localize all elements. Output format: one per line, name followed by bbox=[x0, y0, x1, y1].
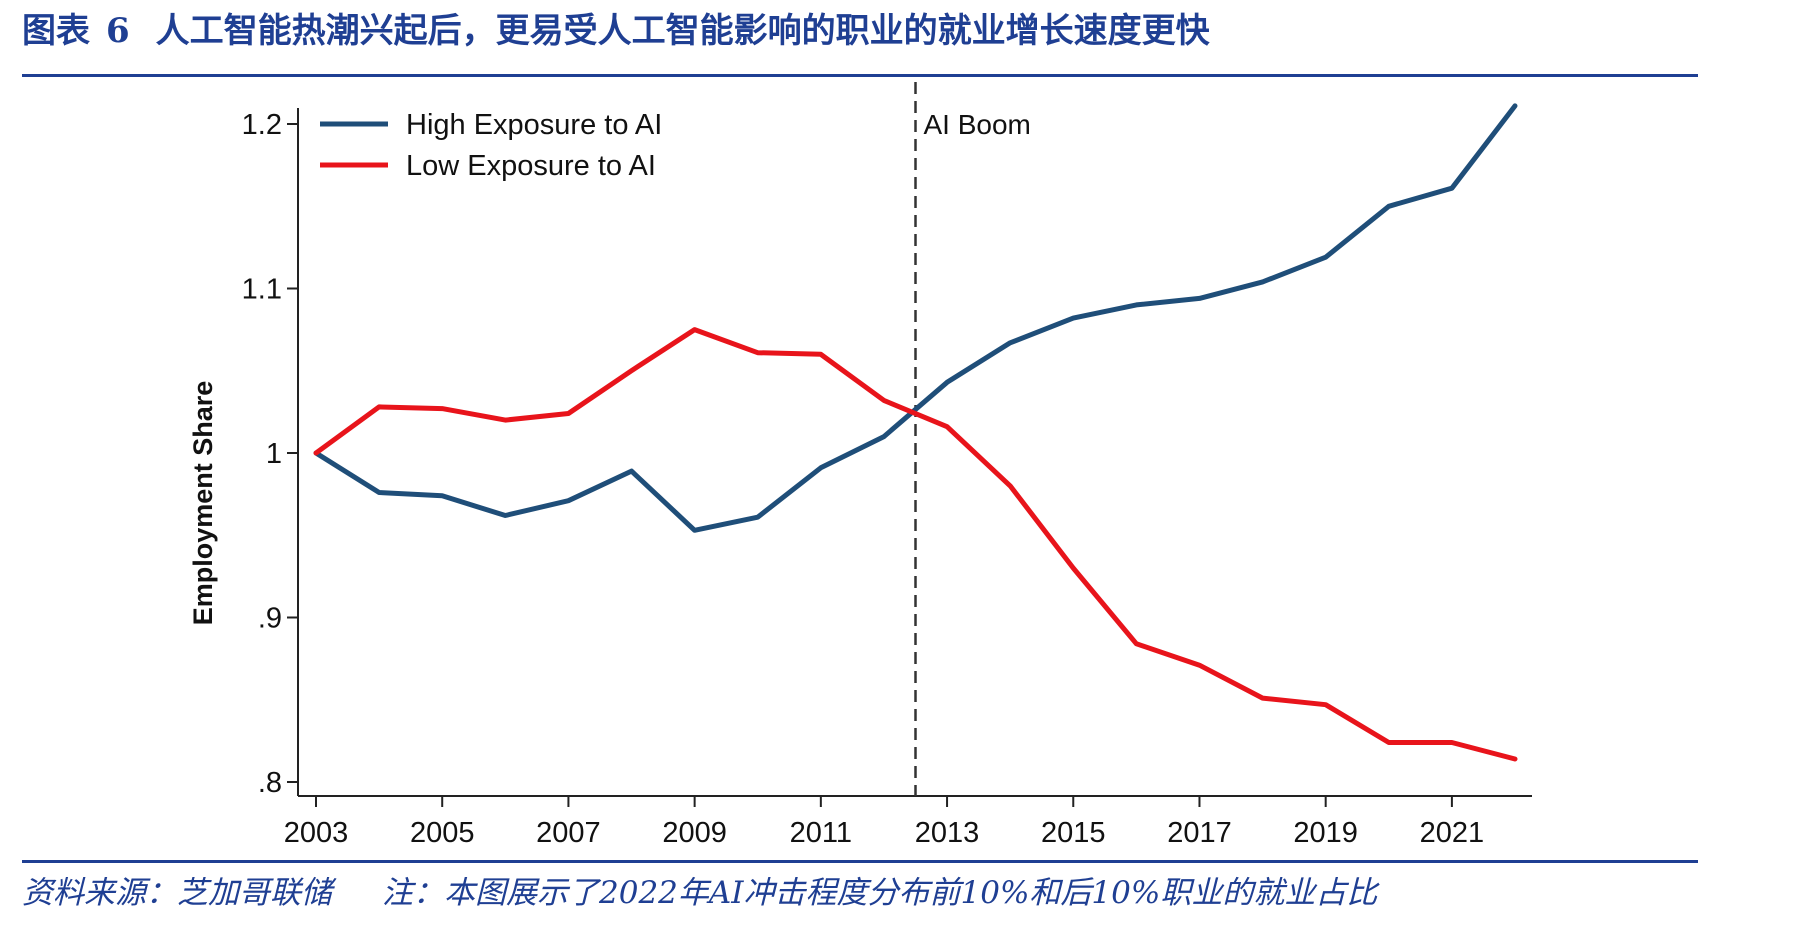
low-exposure-line bbox=[313, 327, 1518, 762]
figure-footer: 资料来源：芝加哥联储 注：本图展示了2022年AI冲击程度分布前10%和后10%职… bbox=[22, 866, 1377, 920]
y-tick-label: .9 bbox=[258, 603, 282, 635]
figure-label: 图表 bbox=[22, 11, 90, 51]
y-tick-label: 1.1 bbox=[242, 274, 282, 306]
source-text: 资料来源：芝加哥联储 bbox=[22, 875, 332, 911]
x-ticks: 2003 2005 2007 2009 2011 2013 2015 2017 2019 2021 bbox=[284, 796, 1484, 849]
y-axis-label: Employment Share bbox=[188, 381, 218, 626]
figure-title: 图表 6 人工智能热潮兴起后，更易受人工智能影响的职业的就业增长速度更快 bbox=[22, 4, 1210, 58]
figure-title-text: 人工智能热潮兴起后，更易受人工智能影响的职业的就业增长速度更快 bbox=[155, 11, 1210, 51]
chart-annotations: AI Boom bbox=[914, 82, 1031, 796]
x-tick-label: 2009 bbox=[662, 817, 727, 849]
chart-series bbox=[313, 103, 1518, 762]
legend-label: Low Exposure to AI bbox=[406, 150, 656, 182]
y-tick-label: 1 bbox=[266, 438, 282, 470]
y-tick-label: 1.2 bbox=[242, 109, 282, 141]
x-tick-label: 2021 bbox=[1420, 817, 1485, 849]
note-text: 注：本图展示了2022年AI冲击程度分布前10%和后10%职业的就业占比 bbox=[382, 875, 1378, 911]
high-exposure-line bbox=[313, 103, 1518, 533]
chart-legend: High Exposure to AI Low Exposure to AI bbox=[320, 109, 662, 182]
line-chart: 2003 2005 2007 2009 2011 2013 2015 2017 2019 2021… bbox=[188, 82, 1532, 849]
x-tick-label: 2019 bbox=[1293, 817, 1358, 849]
x-tick-label: 2015 bbox=[1041, 817, 1106, 849]
x-tick-label: 2003 bbox=[284, 817, 349, 849]
legend-label: High Exposure to AI bbox=[406, 109, 662, 141]
x-tick-label: 2013 bbox=[915, 817, 980, 849]
ai-boom-label: AI Boom bbox=[924, 109, 1031, 140]
x-tick-label: 2017 bbox=[1167, 817, 1232, 849]
x-tick-label: 2007 bbox=[536, 817, 601, 849]
footer-divider bbox=[22, 860, 1698, 863]
y-tick-label: .8 bbox=[258, 767, 282, 799]
title-divider bbox=[22, 74, 1698, 77]
x-tick-label: 2011 bbox=[790, 817, 852, 849]
y-ticks: .8 .9 1 1.1 1.2 bbox=[242, 109, 298, 799]
figure-number: 6 bbox=[106, 11, 130, 51]
x-tick-label: 2005 bbox=[410, 817, 475, 849]
